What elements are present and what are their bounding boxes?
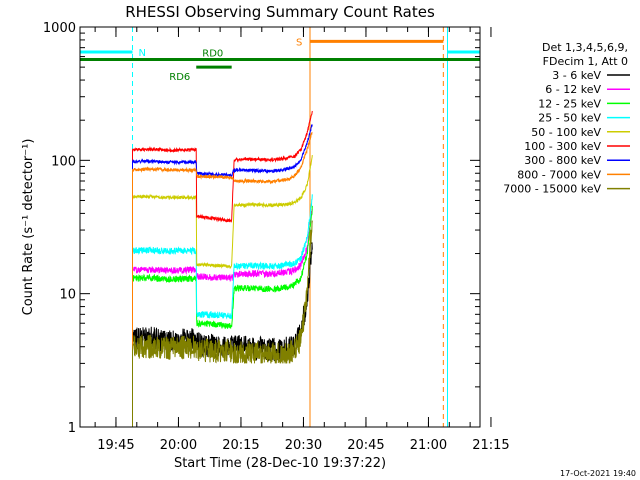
x-tick-label: 21:00 [410,438,447,453]
x-tick-label: 20:15 [222,438,259,453]
legend-label: 50 - 100 keV [531,126,601,139]
plot-frame [79,26,481,428]
x-tick-label: 20:00 [160,438,197,453]
series-line-300-800-kev [132,124,313,427]
series-line-25-50-kev [132,194,313,427]
legend-label: 7000 - 15000 keV [503,183,601,196]
x-tick-label: 19:45 [97,438,134,453]
chart-title: RHESSI Observing Summary Count Rates [125,3,435,21]
series-line-6-12-kev [132,208,313,427]
series-line-800-7000-kev [132,131,313,427]
legend-label: 25 - 50 keV [538,112,601,125]
legend-label: 300 - 800 keV [524,154,601,167]
y-axis-label: Count Rate (s⁻¹ detector⁻¹) [21,139,36,316]
series-line-100-300-kev [132,110,313,427]
footer-timestamp: 17-Oct-2021 19:40 [560,469,636,478]
x-tick-label: 20:45 [347,438,384,453]
legend-label: 12 - 25 keV [538,97,601,110]
x-tick-label: 20:30 [285,438,322,453]
x-axis-label: Start Time (28-Dec-10 19:37:22) [174,456,386,471]
x-tick-label: 21:15 [472,438,509,453]
state-label-rd6: RD6 [169,72,190,83]
state-label-s: S [296,37,302,48]
legend-label: 100 - 300 keV [524,140,601,153]
legend-header: Det 1,3,4,5,6,9, [542,41,628,54]
y-tick-label: 10 [59,288,76,303]
state-label-rd0: RD0 [202,49,223,60]
legend-label: 6 - 12 keV [545,83,601,96]
legend-label: 3 - 6 keV [552,69,601,82]
series-line-50-100-kev [132,155,313,427]
y-tick-label: 1 [68,421,76,436]
y-tick-label: 100 [51,154,76,169]
y-tick-label: 1000 [43,21,76,36]
series-line-7000-15000-kev [132,220,313,427]
state-label-n: N [139,48,146,59]
legend-header: FDecim 1, Att 0 [543,55,628,68]
legend-label: 800 - 7000 keV [517,168,601,181]
series-line-12-25-kev [132,205,313,427]
